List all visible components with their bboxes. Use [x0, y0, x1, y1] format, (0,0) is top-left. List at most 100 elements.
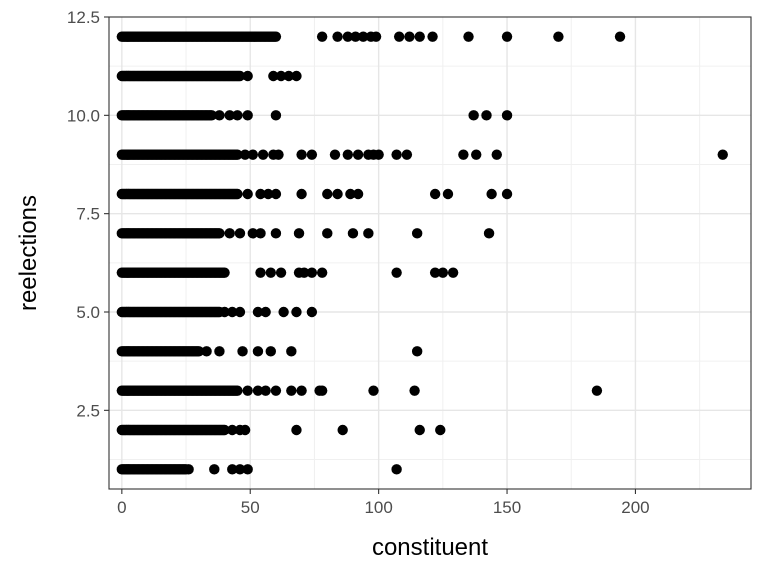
data-point	[298, 267, 310, 278]
data-point	[442, 188, 454, 200]
x-tick-label: 200	[621, 498, 649, 517]
data-point	[491, 149, 502, 160]
data-point	[329, 149, 341, 160]
data-point	[252, 306, 264, 318]
data-points	[116, 31, 728, 475]
data-point	[316, 385, 328, 396]
data-point	[296, 149, 307, 160]
data-point	[234, 228, 246, 239]
data-point	[275, 267, 287, 278]
data-point	[224, 228, 235, 239]
data-point	[429, 267, 441, 278]
data-point	[316, 267, 328, 278]
data-point	[260, 385, 271, 396]
panel-border	[108, 16, 752, 490]
data-point	[553, 31, 564, 42]
data-point	[242, 110, 253, 121]
data-point	[206, 110, 217, 121]
data-point	[296, 188, 307, 200]
y-axis-title: reelections	[15, 195, 42, 311]
data-point	[260, 306, 271, 318]
data-point	[214, 110, 225, 121]
data-point	[358, 31, 369, 42]
data-point	[481, 110, 492, 121]
data-point	[255, 188, 266, 200]
data-point	[483, 228, 495, 239]
data-point	[257, 149, 269, 160]
data-point	[252, 385, 264, 396]
data-point	[427, 31, 438, 42]
data-point	[219, 424, 230, 436]
data-point	[614, 31, 626, 42]
data-point	[183, 464, 194, 475]
data-point	[332, 188, 343, 200]
data-point	[373, 149, 384, 160]
data-point	[591, 385, 603, 396]
data-point	[368, 385, 379, 396]
data-point	[322, 228, 333, 239]
data-point	[306, 149, 318, 160]
data-point	[393, 31, 405, 42]
data-point	[291, 70, 302, 82]
data-point	[265, 346, 276, 357]
data-point	[322, 188, 333, 200]
data-point	[414, 31, 425, 42]
data-point	[296, 385, 307, 396]
data-point	[391, 267, 402, 278]
data-point	[501, 31, 513, 42]
minor-gridlines	[109, 17, 751, 489]
data-point	[234, 70, 246, 82]
y-axis-ticks: 2.5 5.0 7.5 10.0 12.5	[67, 8, 109, 420]
data-point	[342, 149, 354, 160]
data-point	[306, 267, 318, 278]
y-tick-label: 5.0	[76, 303, 100, 322]
data-point	[293, 228, 305, 239]
data-point	[242, 188, 253, 200]
data-point	[350, 31, 361, 42]
data-point	[234, 464, 246, 475]
data-point	[232, 188, 243, 200]
data-point	[242, 385, 253, 396]
data-point	[437, 267, 449, 278]
data-point	[252, 346, 264, 357]
data-point	[447, 267, 459, 278]
x-tick-label: 150	[493, 498, 521, 517]
data-point	[401, 149, 413, 160]
data-point	[347, 228, 359, 239]
data-point	[286, 385, 297, 396]
data-point	[227, 424, 238, 436]
data-point	[468, 110, 479, 121]
data-point	[411, 228, 423, 239]
data-point	[237, 346, 248, 357]
data-point	[214, 228, 225, 239]
data-point	[227, 464, 238, 475]
data-point	[429, 188, 441, 200]
data-point	[409, 385, 420, 396]
data-point	[227, 306, 238, 318]
data-point	[270, 385, 282, 396]
y-tick-label: 2.5	[76, 401, 100, 420]
data-point	[263, 188, 274, 200]
data-point	[435, 424, 446, 436]
data-point	[247, 228, 259, 239]
data-point	[332, 31, 343, 42]
data-point	[486, 188, 497, 200]
data-point	[224, 110, 235, 121]
data-point	[268, 70, 279, 82]
x-tick-label: 50	[241, 498, 260, 517]
data-point	[201, 346, 212, 357]
data-point	[291, 424, 302, 436]
data-point	[232, 385, 243, 396]
data-point	[352, 149, 364, 160]
data-point	[391, 464, 402, 475]
data-point	[270, 31, 282, 42]
y-tick-label: 7.5	[76, 205, 100, 224]
data-point	[411, 346, 423, 357]
data-point	[291, 306, 302, 318]
data-point	[239, 424, 251, 436]
x-axis-ticks: 0 50 100 150 200	[117, 489, 650, 517]
data-point	[286, 346, 297, 357]
data-point	[345, 188, 356, 200]
data-point	[234, 306, 246, 318]
data-point	[232, 110, 243, 121]
